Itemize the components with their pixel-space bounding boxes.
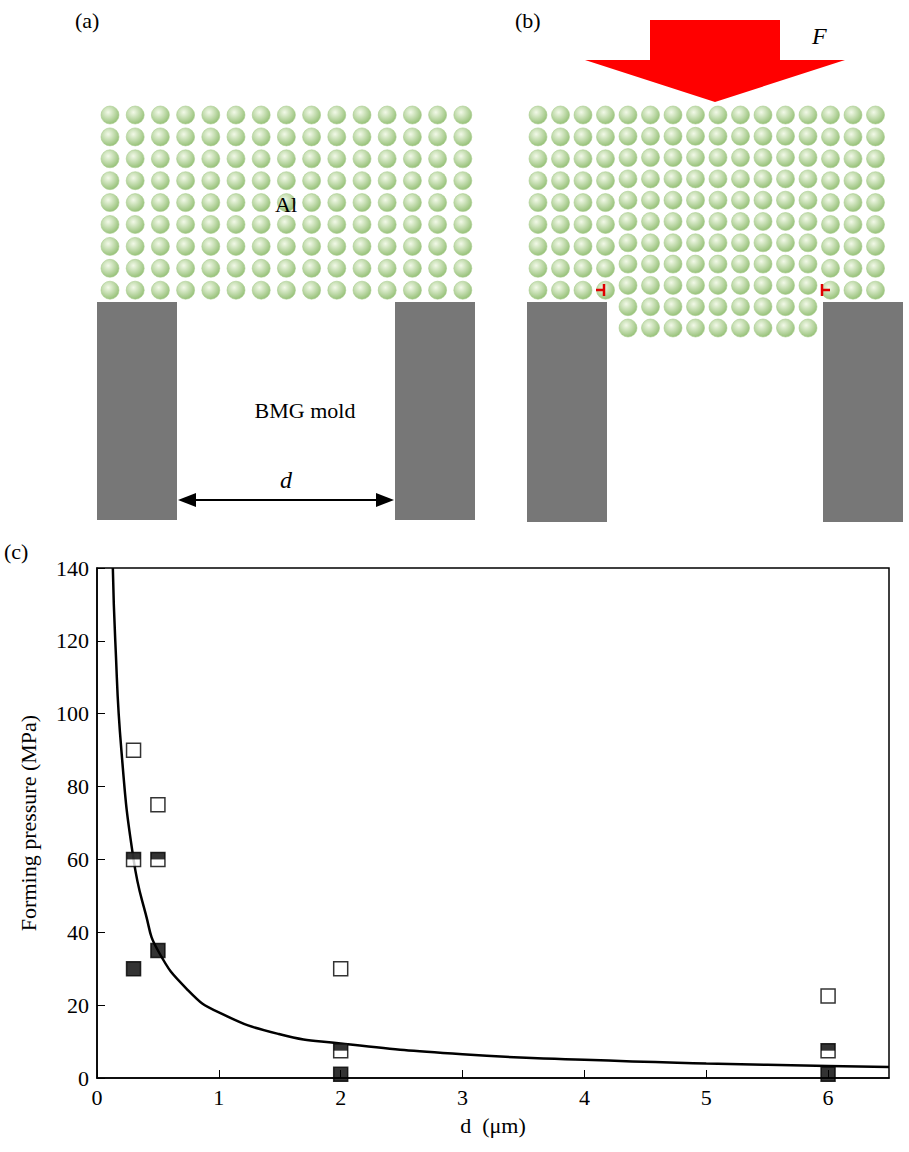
svg-text:F: F <box>811 23 827 49</box>
svg-text:100: 100 <box>56 701 89 726</box>
svg-text:(a): (a) <box>75 8 99 33</box>
svg-text:Al: Al <box>275 192 297 217</box>
svg-text:140: 140 <box>56 556 89 581</box>
svg-text:3: 3 <box>457 1085 468 1110</box>
svg-text:(b): (b) <box>515 8 541 33</box>
svg-text:BMG mold: BMG mold <box>255 398 356 423</box>
svg-text:0: 0 <box>92 1085 103 1110</box>
svg-text:120: 120 <box>56 628 89 653</box>
svg-text:80: 80 <box>67 774 89 799</box>
svg-text:40: 40 <box>67 920 89 945</box>
svg-text:60: 60 <box>67 847 89 872</box>
svg-text:d (μm): d (μm) <box>460 1113 526 1138</box>
svg-text:5: 5 <box>701 1085 712 1110</box>
svg-text:(c): (c) <box>4 539 28 564</box>
svg-text:0: 0 <box>78 1066 89 1091</box>
svg-text:2: 2 <box>335 1085 346 1110</box>
svg-text:4: 4 <box>579 1085 590 1110</box>
svg-text:Forming pressure (MPa): Forming pressure (MPa) <box>16 715 41 931</box>
svg-text:d: d <box>280 467 293 493</box>
svg-text:20: 20 <box>67 993 89 1018</box>
svg-text:1: 1 <box>213 1085 224 1110</box>
svg-text:6: 6 <box>823 1085 834 1110</box>
